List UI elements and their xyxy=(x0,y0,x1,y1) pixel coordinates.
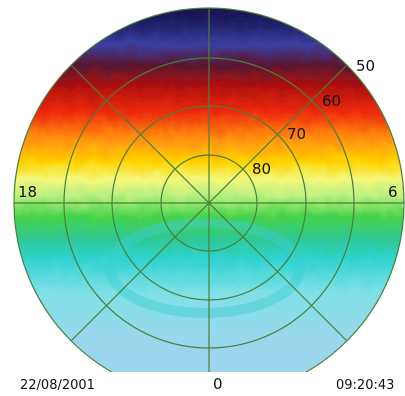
mlt-label: 6 xyxy=(388,183,398,201)
polar-plot: 50 60 70 80 18 6 0 22/08/2001 09:20:43 xyxy=(0,0,405,396)
date: 22/08/2001 xyxy=(20,378,95,393)
latitude-label: 60 xyxy=(322,92,341,110)
mlt-label: 18 xyxy=(18,183,37,201)
mlt-label: 0 xyxy=(213,375,223,393)
latitude-label: 50 xyxy=(356,57,375,75)
map-disc xyxy=(0,0,405,396)
time: 09:20:43 xyxy=(336,378,394,393)
latitude-label: 70 xyxy=(287,125,306,143)
latitude-label: 80 xyxy=(252,160,271,178)
